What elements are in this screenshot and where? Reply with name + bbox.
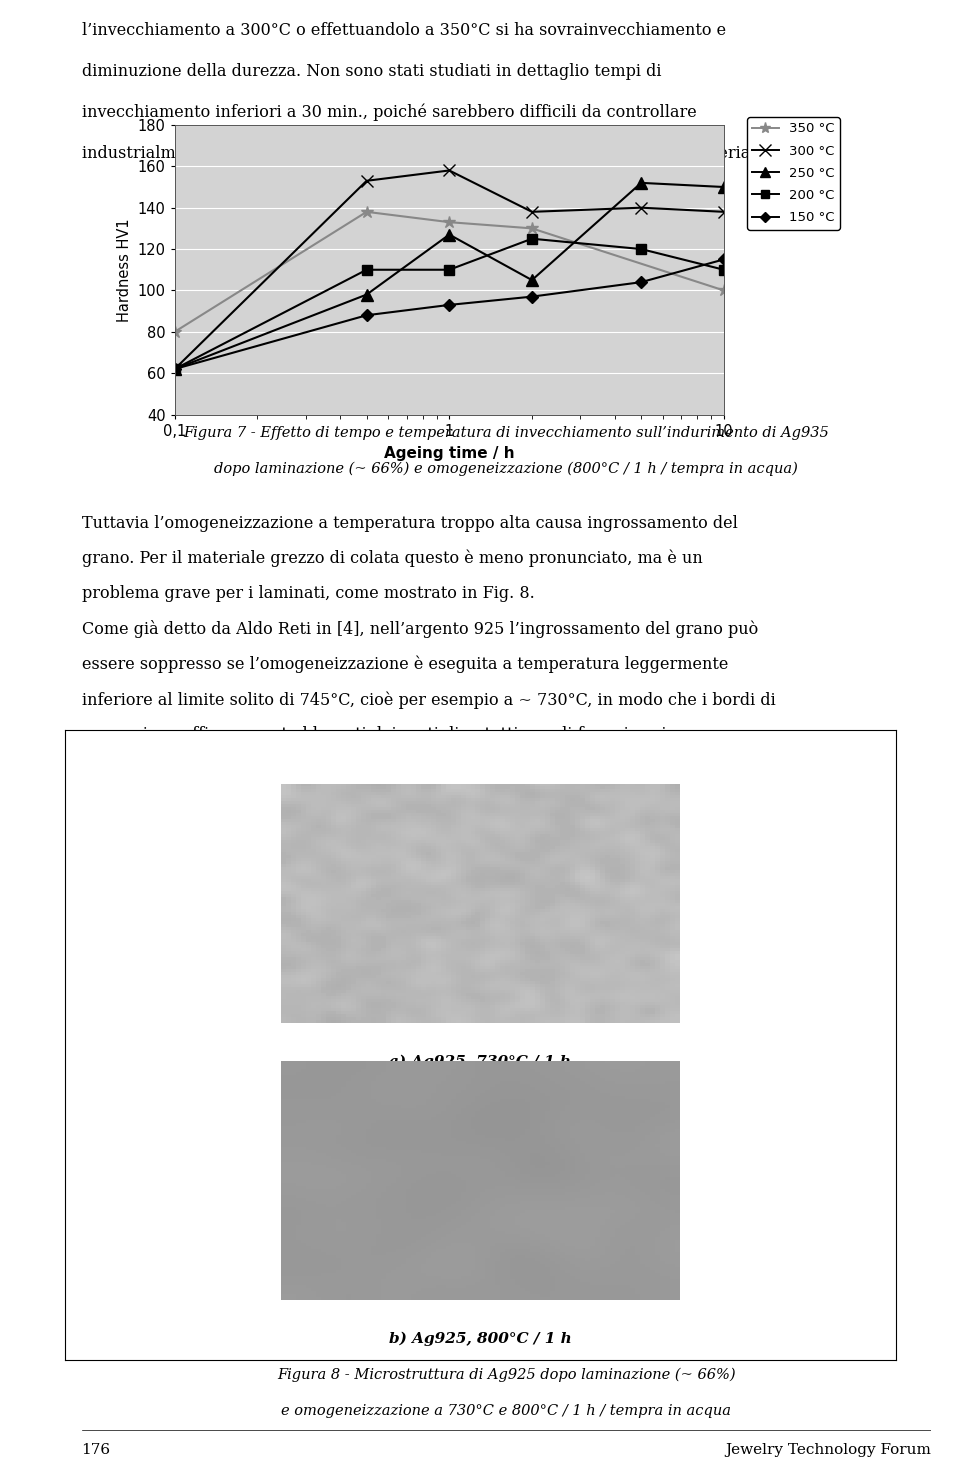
Text: Jewelry Technology Forum: Jewelry Technology Forum xyxy=(726,1442,931,1457)
Text: e omogeneizzazione a 730°C e 800°C / 1 h / tempra in acqua: e omogeneizzazione a 730°C e 800°C / 1 h… xyxy=(281,1404,732,1417)
Text: inferiore al limite solito di 745°C, cioè per esempio a ~ 730°C, in modo che i b: inferiore al limite solito di 745°C, cio… xyxy=(82,691,776,709)
Text: problema grave per i laminati, come mostrato in Fig. 8.: problema grave per i laminati, come most… xyxy=(82,585,535,603)
Text: 176: 176 xyxy=(82,1442,110,1457)
Text: diminuzione della durezza. Non sono stati studiati in dettaglio tempi di: diminuzione della durezza. Non sono stat… xyxy=(82,63,661,79)
Text: dopo laminazione (~ 66%) e omogeneizzazione (800°C / 1 h / tempra in acqua): dopo laminazione (~ 66%) e omogeneizzazi… xyxy=(214,462,799,476)
Text: invecchiamento inferiori a 30 min., poiché sarebbero difficili da controllare: invecchiamento inferiori a 30 min., poic… xyxy=(82,104,696,122)
Text: b) Ag925, 800°C / 1 h: b) Ag925, 800°C / 1 h xyxy=(389,1332,572,1347)
Text: l’invecchiamento a 300°C o effettuandolo a 350°C si ha sovrainvecchiamento e: l’invecchiamento a 300°C o effettuandolo… xyxy=(82,22,726,40)
Text: Figura 7 - Effetto di tempo e temperatura di invecchiamento sull’indurimento di : Figura 7 - Effetto di tempo e temperatur… xyxy=(183,426,829,441)
Text: Tuttavia l’omogeneizzazione a temperatura troppo alta causa ingrossamento del: Tuttavia l’omogeneizzazione a temperatur… xyxy=(82,514,737,532)
Legend: 350 °C, 300 °C, 250 °C, 200 °C, 150 °C: 350 °C, 300 °C, 250 °C, 200 °C, 150 °C xyxy=(747,118,840,229)
Text: industrialmente, quando il processo è applicato a quantitativi maggiori di mater: industrialmente, quando il processo è ap… xyxy=(82,144,770,162)
Y-axis label: Hardness HV1: Hardness HV1 xyxy=(117,218,132,322)
Text: grano. Per il materiale grezzo di colata questo è meno pronunciato, ma è un: grano. Per il materiale grezzo di colata… xyxy=(82,550,703,567)
Text: grano siano efficacemente bloccati dai resti di eutettico o di fase ricca in ram: grano siano efficacemente bloccati dai r… xyxy=(82,726,729,744)
Text: a) Ag925, 730°C / 1 h: a) Ag925, 730°C / 1 h xyxy=(390,1054,571,1069)
Text: Figura 8 - Microstruttura di Ag925 dopo laminazione (~ 66%): Figura 8 - Microstruttura di Ag925 dopo … xyxy=(277,1367,735,1382)
Text: essere soppresso se l’omogeneizzazione è eseguita a temperatura leggermente: essere soppresso se l’omogeneizzazione è… xyxy=(82,656,728,673)
X-axis label: Ageing time / h: Ageing time / h xyxy=(384,445,515,460)
Text: Come già detto da Aldo Reti in [4], nell’argento 925 l’ingrossamento del grano p: Come già detto da Aldo Reti in [4], nell… xyxy=(82,620,757,638)
